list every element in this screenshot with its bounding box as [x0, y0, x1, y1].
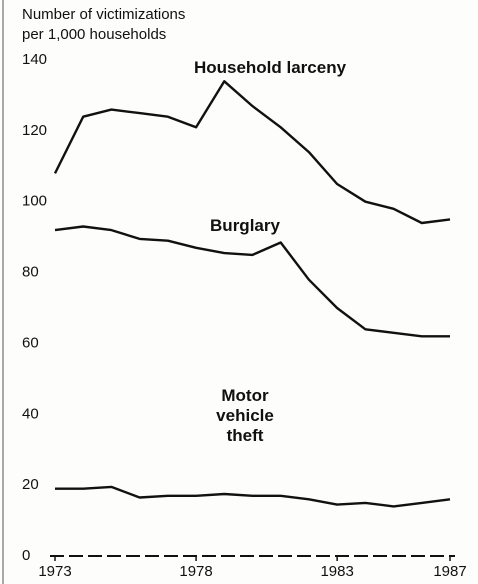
y-tick-label: 120	[22, 122, 47, 139]
x-tick-label: 1983	[320, 563, 353, 580]
y-tick-label: 100	[22, 193, 47, 210]
series-label: Motor vehicle theft	[216, 386, 274, 445]
y-axis-label: per 1,000 households	[22, 26, 166, 43]
y-tick-label: 40	[22, 405, 39, 422]
x-tick-label: 1987	[433, 563, 466, 580]
y-tick-label: 140	[22, 51, 47, 68]
series-line	[53, 80, 451, 225]
series-line	[55, 485, 451, 508]
x-tick-label: 1973	[38, 563, 71, 580]
y-tick-label: 80	[22, 264, 39, 281]
y-axis-label: Number of victimizations	[22, 6, 185, 23]
series-label: Burglary	[210, 216, 280, 235]
series-line	[54, 225, 450, 338]
y-tick-label: 60	[22, 334, 39, 351]
y-tick-label: 0	[22, 547, 30, 564]
series-label: Household larceny	[193, 58, 347, 77]
y-tick-label: 20	[22, 476, 39, 493]
x-tick-label: 1978	[179, 563, 212, 580]
